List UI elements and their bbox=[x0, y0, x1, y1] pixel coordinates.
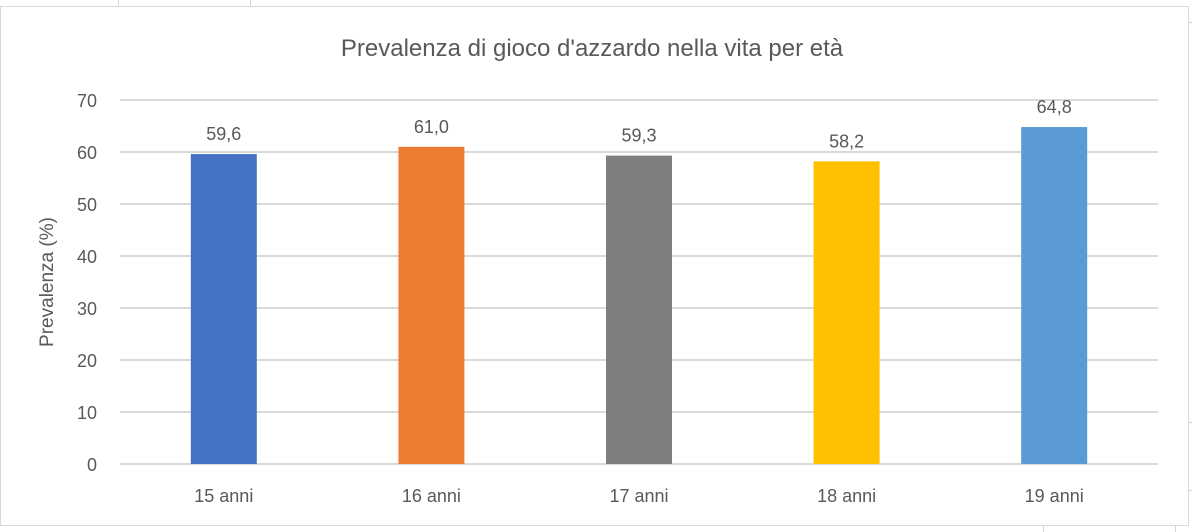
data-label: 59,6 bbox=[206, 124, 241, 144]
y-tick-label: 70 bbox=[77, 91, 97, 111]
data-label: 61,0 bbox=[414, 117, 449, 137]
sheet-gridline bbox=[1189, 422, 1192, 423]
sheet-gridline bbox=[1189, 490, 1192, 491]
data-label: 59,3 bbox=[621, 126, 656, 146]
bar[interactable] bbox=[606, 155, 672, 464]
x-tick-label: 19 anni bbox=[1025, 486, 1084, 506]
data-label: 64,8 bbox=[1037, 97, 1072, 117]
data-label: 58,2 bbox=[829, 131, 864, 151]
y-tick-label: 60 bbox=[77, 143, 97, 163]
bar[interactable] bbox=[398, 146, 465, 465]
x-tick-label: 18 anni bbox=[817, 486, 876, 506]
x-tick-label: 16 anni bbox=[402, 486, 461, 506]
sheet-gridline bbox=[1043, 526, 1044, 532]
y-tick-label: 20 bbox=[77, 351, 97, 371]
bar[interactable] bbox=[190, 154, 257, 464]
y-tick-label: 0 bbox=[87, 455, 97, 475]
y-tick-label: 50 bbox=[77, 195, 97, 215]
y-tick-label: 40 bbox=[77, 247, 97, 267]
y-axis-label: Prevalenza (%) bbox=[37, 217, 58, 347]
sheet-gridline bbox=[1189, 22, 1192, 23]
bar[interactable] bbox=[1021, 127, 1088, 464]
sheet-gridline bbox=[1175, 526, 1176, 532]
chart-title: Prevalenza di gioco d'azzardo nella vita… bbox=[341, 35, 844, 62]
y-tick-label: 10 bbox=[77, 403, 97, 423]
y-tick-label: 30 bbox=[77, 299, 97, 319]
x-tick-label: 17 anni bbox=[609, 486, 668, 506]
sheet-gridline bbox=[250, 0, 251, 6]
x-tick-label: 15 anni bbox=[194, 486, 253, 506]
bar[interactable] bbox=[813, 161, 880, 465]
sheet-gridline bbox=[118, 0, 119, 6]
